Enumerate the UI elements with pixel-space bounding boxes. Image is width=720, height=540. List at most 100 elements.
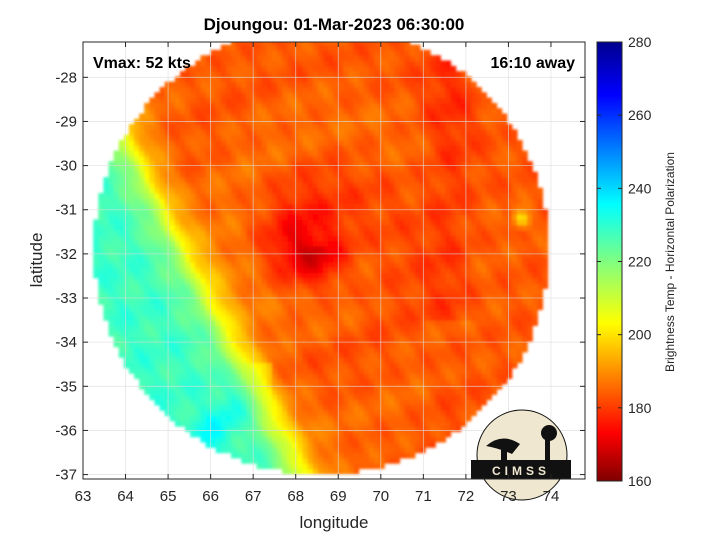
heat-cell [333, 240, 339, 247]
heat-cell [368, 219, 375, 226]
heat-cell [225, 49, 232, 56]
heat-cell [113, 320, 120, 326]
heat-cell [108, 177, 115, 183]
heat-cell [210, 410, 217, 417]
heat-cell [231, 357, 237, 364]
heat-cell [348, 378, 355, 385]
heat-cell [404, 351, 411, 358]
heat-cell [190, 320, 196, 326]
heat-cell [174, 261, 181, 268]
heat-cell [317, 219, 324, 226]
heat-cell [190, 177, 196, 183]
heat-cell [394, 134, 401, 141]
heat-cell [322, 42, 329, 46]
heat-cell [404, 335, 411, 342]
heat-cell [220, 187, 227, 194]
heat-cell [328, 378, 334, 385]
heat-cell [159, 256, 166, 263]
heat-cell [210, 346, 217, 353]
heat-cell [123, 351, 130, 358]
heat-cell [139, 219, 145, 226]
heat-cell [368, 198, 375, 205]
heat-cell [440, 277, 447, 284]
heat-cell [231, 447, 237, 454]
heat-cell [379, 335, 385, 342]
heat-cell [190, 325, 196, 332]
heat-cell [333, 44, 339, 51]
heat-cell [373, 214, 380, 221]
heat-cell [404, 134, 411, 141]
heat-cell [246, 129, 253, 136]
heat-cell [297, 468, 304, 475]
heat-cell [302, 182, 309, 189]
heat-cell [225, 177, 232, 183]
heat-cell [419, 272, 426, 279]
heat-cell [368, 261, 375, 268]
heat-cell [149, 155, 156, 162]
heat-cell [419, 166, 426, 173]
heat-cell [251, 447, 258, 454]
heat-cell [414, 139, 421, 146]
heat-cell [328, 341, 334, 348]
heat-cell [312, 155, 319, 162]
heat-cell [435, 256, 441, 263]
heat-cell [348, 367, 355, 374]
heat-cell [190, 81, 196, 88]
heat-cell [231, 161, 237, 168]
heat-cell [149, 171, 156, 178]
heat-cell [394, 198, 401, 205]
heat-cell [220, 139, 227, 146]
heat-cell [322, 298, 329, 305]
heat-cell [287, 309, 293, 316]
heat-cell [328, 288, 334, 295]
heat-cell [139, 134, 145, 141]
heat-cell [297, 447, 304, 454]
heat-cell [123, 272, 130, 279]
heat-cell [317, 198, 324, 205]
heat-cell [373, 42, 380, 46]
heat-cell [215, 108, 222, 115]
heat-cell [108, 230, 115, 236]
heat-cell [266, 129, 273, 136]
heat-cell [389, 102, 396, 109]
heat-cell [430, 150, 436, 157]
heat-cell [185, 267, 191, 274]
heat-cell [302, 150, 309, 157]
heat-cell [287, 304, 293, 311]
heat-cell [282, 309, 288, 316]
heat-cell [389, 55, 396, 62]
heat-cell [205, 161, 212, 168]
heat-cell [174, 330, 181, 337]
heat-cell [373, 335, 380, 342]
heat-cell [241, 208, 247, 215]
heat-cell [113, 166, 120, 173]
heat-cell [404, 198, 411, 205]
heat-cell [154, 92, 161, 99]
heat-cell [282, 171, 288, 178]
heat-cell [266, 44, 273, 51]
heat-cell [302, 129, 309, 136]
heat-cell [404, 298, 411, 305]
heat-cell [363, 166, 370, 173]
heat-cell [144, 203, 150, 210]
heat-cell [430, 145, 436, 152]
heat-cell [251, 309, 258, 316]
heat-cell [169, 272, 176, 279]
heat-cell [358, 245, 365, 252]
heat-cell [220, 341, 227, 348]
heat-cell [149, 134, 156, 141]
heat-cell [215, 203, 222, 210]
heat-cell [297, 346, 304, 353]
heat-cell [123, 304, 130, 311]
heat-cell [389, 441, 396, 448]
heat-cell [445, 373, 452, 379]
heat-cell [414, 320, 421, 326]
heat-cell [343, 330, 350, 337]
heat-cell [220, 314, 227, 321]
heat-cell [205, 235, 212, 242]
heat-cell [236, 60, 242, 67]
heat-cell [414, 214, 421, 221]
heat-cell [200, 330, 207, 337]
heat-cell [118, 341, 125, 348]
heat-cell [394, 378, 401, 385]
